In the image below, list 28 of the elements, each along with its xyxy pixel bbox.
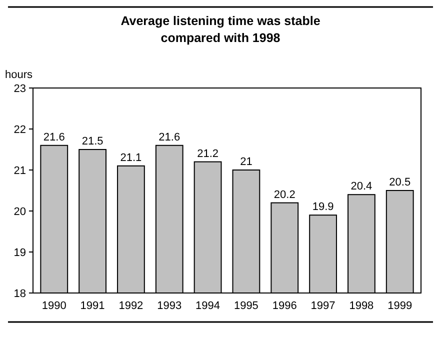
data-label: 21.1 [120, 152, 142, 164]
x-tick-label: 1993 [157, 300, 182, 312]
y-tick-label: 21 [14, 164, 26, 177]
x-tick-label: 1995 [234, 300, 258, 312]
y-tick-label: 23 [14, 82, 26, 95]
data-label: 20.2 [274, 188, 296, 201]
y-axis-title: hours [5, 69, 34, 81]
x-tick-label: 1991 [80, 300, 105, 312]
data-label: 21.2 [197, 148, 219, 160]
x-tick-label: 1997 [310, 300, 336, 312]
x-tick-label: 1999 [388, 300, 412, 312]
x-tick-label: 1990 [42, 300, 66, 312]
data-label: 20.4 [350, 180, 372, 193]
chart-title: Average listening time was stable compared with 1998 [120, 14, 320, 45]
y-tick-label: 22 [14, 124, 26, 136]
data-label: 21.5 [82, 136, 104, 148]
data-label: 21.6 [158, 131, 180, 144]
data-label: 21 [240, 156, 252, 168]
x-tick-label: 1996 [272, 300, 297, 312]
y-tick-label: 18 [14, 288, 26, 300]
y-tick-label: 20 [14, 206, 26, 218]
data-label: 21.6 [43, 131, 65, 144]
data-label: 19.9 [312, 201, 334, 214]
y-tick-label: 19 [14, 246, 26, 259]
x-tick-label: 1994 [196, 300, 220, 312]
x-tick-label: 1992 [118, 300, 144, 312]
data-label: 20.5 [389, 176, 411, 188]
x-tick-label: 1998 [349, 300, 374, 312]
